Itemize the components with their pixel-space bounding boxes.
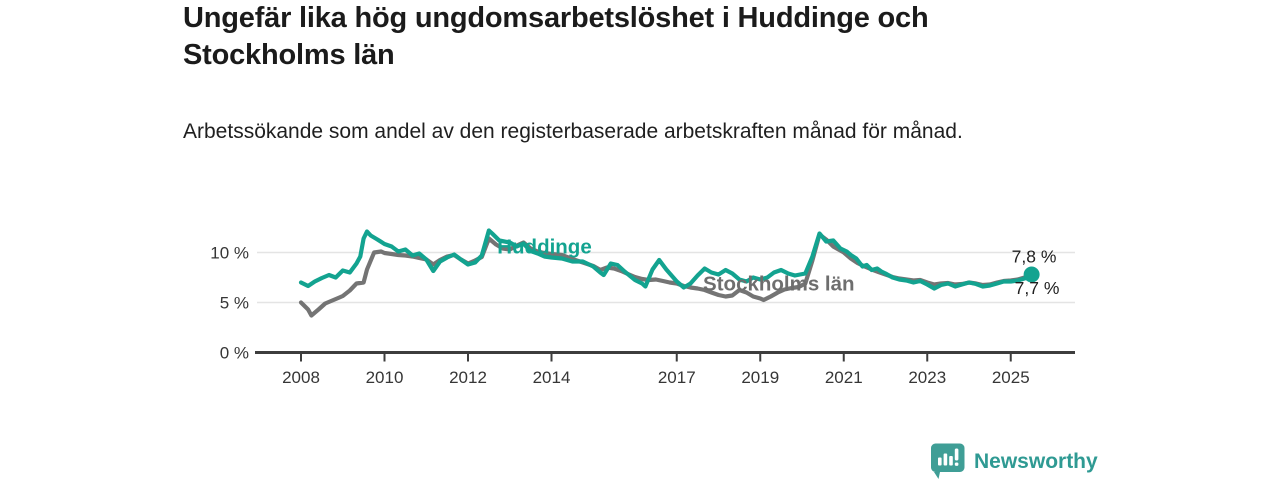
x-axis-label: 2023: [908, 368, 946, 387]
x-axis-label: 2021: [825, 368, 863, 387]
series-label-stockholms-län: Stockholms län: [703, 273, 855, 296]
x-axis-label: 2014: [533, 368, 571, 387]
series-line-huddinge: [298, 228, 1034, 291]
end-value-label-huddinge: 7,8 %: [1012, 247, 1057, 267]
x-axis-label: 2012: [449, 368, 487, 387]
series-label-huddinge: Huddinge: [497, 236, 592, 259]
x-axis-label: 2010: [366, 368, 404, 387]
end-value-label-stockholm: 7,7 %: [1015, 278, 1060, 298]
x-axis-label: 2025: [992, 368, 1030, 387]
brand-name: Newsworthy: [974, 449, 1098, 473]
page-title: Ungefär lika hög ungdomsarbetslöshet i H…: [183, 2, 929, 71]
page-subtitle: Arbetssökande som andel av den registerb…: [183, 120, 963, 143]
x-axis-label: 2008: [282, 368, 320, 387]
x-axis-label: 2019: [741, 368, 779, 387]
x-axis-label: 2017: [658, 368, 696, 387]
newsworthy-icon: [931, 443, 965, 479]
y-axis-label: 10 %: [210, 244, 249, 263]
series-end-dot: [1023, 266, 1040, 283]
series-line-stockholms-län: [298, 232, 1034, 318]
newsworthy-logo[interactable]: Newsworthy: [931, 443, 1098, 480]
y-axis-label: 5 %: [220, 294, 249, 313]
y-axis-label: 0 %: [220, 344, 249, 363]
